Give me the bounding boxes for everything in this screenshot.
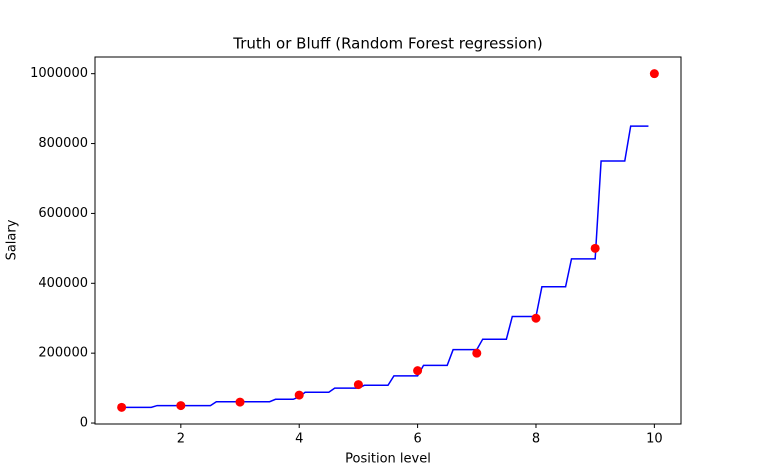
plot-frame <box>94 56 682 425</box>
regression-line <box>121 125 649 409</box>
data-point <box>413 366 423 376</box>
x-tick-label: 8 <box>532 432 540 447</box>
data-point <box>176 401 186 411</box>
x-axis-label: Position level <box>345 452 431 467</box>
data-point <box>353 380 363 390</box>
y-tick-label: 0 <box>80 416 88 431</box>
y-axis-label: Salary <box>5 219 20 260</box>
y-tick-label: 800000 <box>38 136 88 151</box>
chart-title: Truth or Bluff (Random Forest regression… <box>232 35 542 53</box>
x-tick-label: 6 <box>413 432 421 447</box>
data-point <box>472 348 482 358</box>
data-point <box>117 402 127 412</box>
y-tick-label: 400000 <box>38 276 88 291</box>
data-point <box>294 390 304 400</box>
data-point <box>235 397 245 407</box>
y-tick-label: 1000000 <box>30 66 88 81</box>
y-tick-label: 200000 <box>38 346 88 361</box>
x-tick-label: 10 <box>646 432 663 447</box>
data-point <box>531 313 541 323</box>
data-point <box>649 69 659 79</box>
y-tick-label: 600000 <box>38 206 88 221</box>
x-tick-label: 4 <box>295 432 303 447</box>
x-tick-label: 2 <box>177 432 185 447</box>
data-point <box>590 243 600 253</box>
